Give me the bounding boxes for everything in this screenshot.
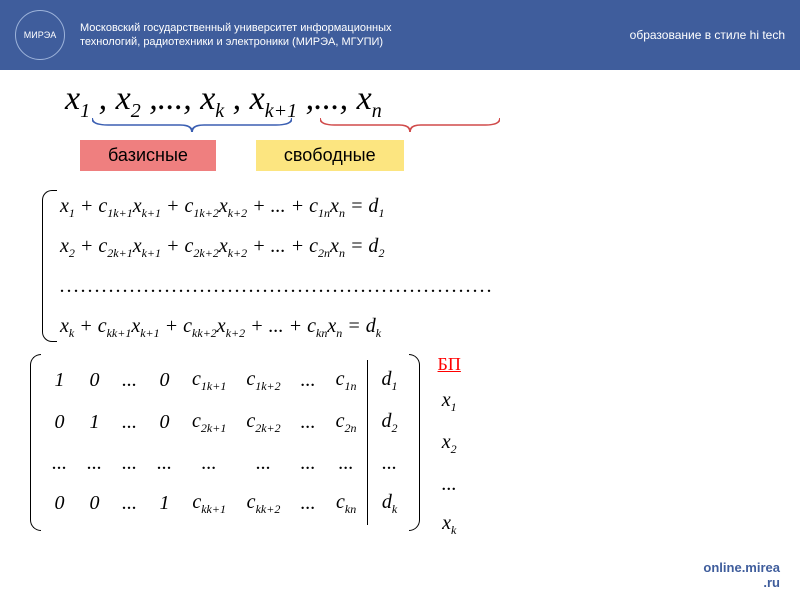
matrix-cell: ... bbox=[42, 444, 77, 483]
matrix-cell: ckk+2 bbox=[236, 483, 290, 525]
matrix-cell: ... bbox=[77, 444, 112, 483]
matrix-cell: ... bbox=[112, 444, 147, 483]
matrix-cell: c1k+1 bbox=[182, 360, 236, 402]
matrix-cell: ... bbox=[112, 402, 147, 444]
matrix-cell: ... bbox=[182, 444, 236, 483]
basic-vars: x1 , x2 ,..., xk bbox=[65, 80, 224, 117]
bp-cell: xk bbox=[438, 504, 461, 546]
label-basic: базисные bbox=[80, 140, 216, 171]
bp-cell: ... bbox=[438, 465, 461, 504]
bp-header: БП bbox=[438, 354, 461, 375]
brace-free bbox=[320, 118, 500, 132]
equation-row: x2 + c2k+1xk+1 + c2k+2xk+2 + ... + c2nxn… bbox=[60, 226, 770, 266]
matrix-cell: ckk+1 bbox=[182, 483, 236, 525]
matrix-cell: 1 bbox=[77, 402, 112, 444]
footer-url: online.mirea .ru bbox=[703, 560, 780, 590]
bp-cell: x2 bbox=[438, 423, 461, 465]
matrix-cell: 0 bbox=[147, 402, 182, 444]
header-bar: МИРЭА Московский государственный универс… bbox=[0, 0, 800, 70]
matrix-cell: 0 bbox=[42, 483, 77, 525]
matrix-cell: ... bbox=[367, 444, 408, 483]
matrix-cell: ... bbox=[112, 360, 147, 402]
brace-basic bbox=[92, 118, 292, 132]
matrix-cell: ... bbox=[291, 360, 326, 402]
matrix-cell: c1n bbox=[326, 360, 367, 402]
matrix-cell: ... bbox=[112, 483, 147, 525]
matrix-cell: d2 bbox=[367, 402, 408, 444]
equation-row: ........................................… bbox=[60, 266, 770, 306]
matrix-cell: dk bbox=[367, 483, 408, 525]
matrix-cell: 1 bbox=[147, 483, 182, 525]
matrix-cell: c2n bbox=[326, 402, 367, 444]
tagline: образование в стиле hi tech bbox=[630, 28, 785, 42]
matrix-cell: ... bbox=[291, 402, 326, 444]
matrix-cell: c1k+2 bbox=[236, 360, 290, 402]
variable-labels: базисные свободные bbox=[30, 140, 770, 171]
matrix-cell: ... bbox=[291, 444, 326, 483]
bp-column: БП x1x2...xk bbox=[438, 354, 461, 546]
matrix-cell: d1 bbox=[367, 360, 408, 402]
matrix-cell: c2k+1 bbox=[182, 402, 236, 444]
matrix-cell: 0 bbox=[77, 483, 112, 525]
equation-row: x1 + c1k+1xk+1 + c1k+2xk+2 + ... + c1nxn… bbox=[60, 186, 770, 226]
footer-tld: .ru bbox=[763, 575, 780, 590]
matrix-cell: 0 bbox=[147, 360, 182, 402]
free-vars: , xk+1 ,..., xn bbox=[224, 80, 382, 117]
footer-domain: online.mirea bbox=[703, 560, 780, 575]
slide-content: x1 , x2 ,..., xk , xk+1 ,..., xn базисны… bbox=[0, 70, 800, 546]
university-name: Московский государственный университет и… bbox=[80, 21, 420, 50]
matrix-cell: ckn bbox=[326, 483, 367, 525]
variable-list: x1 , x2 ,..., xk , xk+1 ,..., xn bbox=[30, 80, 770, 123]
matrix-cell: ... bbox=[291, 483, 326, 525]
matrix-table: 10...0c1k+1c1k+2...c1nd101...0c2k+1c2k+2… bbox=[42, 360, 408, 525]
augmented-matrix: 10...0c1k+1c1k+2...c1nd101...0c2k+1c2k+2… bbox=[30, 354, 770, 546]
matrix-cell: ... bbox=[326, 444, 367, 483]
university-logo: МИРЭА bbox=[15, 10, 65, 60]
matrix-cell: ... bbox=[147, 444, 182, 483]
underbraces bbox=[30, 118, 770, 138]
matrix-cell: 0 bbox=[77, 360, 112, 402]
equation-row: xk + ckk+1xk+1 + ckk+2xk+2 + ... + cknxn… bbox=[60, 306, 770, 346]
matrix-cell: 1 bbox=[42, 360, 77, 402]
matrix-body: 10...0c1k+1c1k+2...c1nd101...0c2k+1c2k+2… bbox=[30, 354, 420, 531]
matrix-cell: ... bbox=[236, 444, 290, 483]
equation-system: x1 + c1k+1xk+1 + c1k+2xk+2 + ... + c1nxn… bbox=[30, 186, 770, 346]
matrix-cell: c2k+2 bbox=[236, 402, 290, 444]
label-free: свободные bbox=[256, 140, 404, 171]
bp-cell: x1 bbox=[438, 381, 461, 423]
matrix-cell: 0 bbox=[42, 402, 77, 444]
